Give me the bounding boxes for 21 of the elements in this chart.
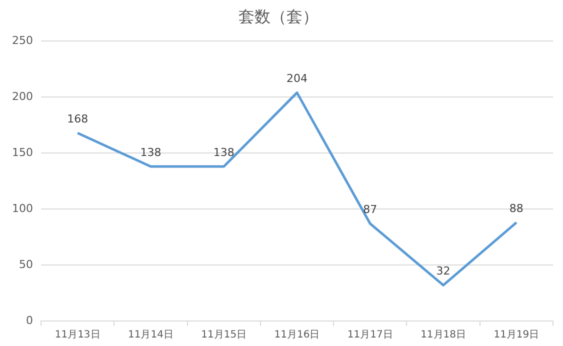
x-tick-label: 11月18日 xyxy=(420,330,466,341)
data-label: 32 xyxy=(436,264,450,278)
y-tick-label: 100 xyxy=(12,202,33,215)
x-tick-label: 11月16日 xyxy=(274,330,320,341)
y-tick-label: 0 xyxy=(26,314,33,327)
data-label: 138 xyxy=(140,146,162,159)
data-label: 88 xyxy=(509,202,524,215)
y-tick-label: 250 xyxy=(12,34,33,48)
data-label: 204 xyxy=(286,72,308,86)
x-tick-label: 11月14日 xyxy=(128,330,174,341)
data-label: 87 xyxy=(363,202,378,216)
x-tick-label: 11月19日 xyxy=(494,330,540,341)
y-tick-label: 150 xyxy=(12,146,33,159)
chart-title: 套数（套） xyxy=(238,6,318,26)
x-tick-label: 11月13日 xyxy=(54,330,100,341)
data-label: 168 xyxy=(67,112,88,126)
data-label: 138 xyxy=(213,146,234,159)
x-tick-label: 11月17日 xyxy=(347,330,393,341)
y-tick-label: 50 xyxy=(18,258,33,271)
x-tick-label: 11月15日 xyxy=(201,330,247,341)
y-tick-label: 200 xyxy=(12,90,33,104)
